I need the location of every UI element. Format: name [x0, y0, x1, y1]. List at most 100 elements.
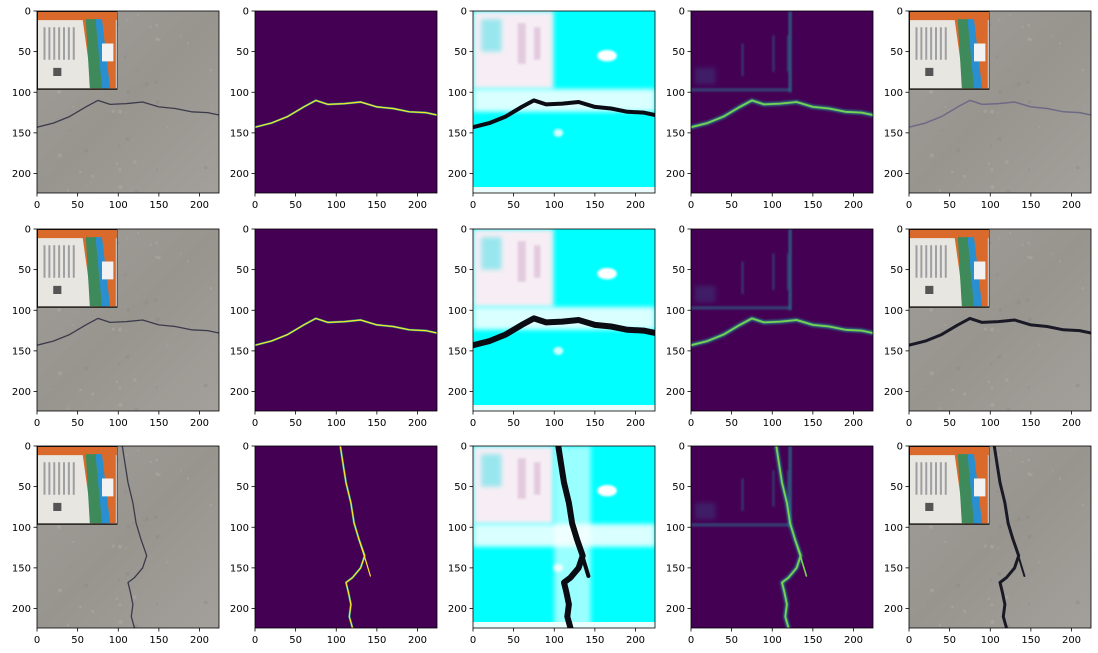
panel-r3-c3-cyan-heatmap-image — [473, 446, 655, 628]
panel-r1-c5-overlay-photo-ytick-label: 0 — [897, 7, 903, 18]
panel-r2-c1-input-photo-ytick-label: 0 — [25, 225, 31, 236]
panel-r2-c1-input-photo-xtick-label: 0 — [34, 418, 40, 429]
panel-r1-c3-cyan-heatmap-xtick-label: 150 — [585, 200, 604, 211]
panel-r2-c2-ground-truth-mask-ytick-label: 50 — [236, 265, 249, 276]
panel-r2-c2-ground-truth-mask-xtick-label: 100 — [327, 418, 346, 429]
panel-r1-c2-ground-truth-mask-ytick-label: 200 — [230, 169, 249, 180]
panel-r3-c3-cyan-heatmap-xtick-label: 150 — [585, 635, 604, 646]
panel-r1-c2-ground-truth-mask-xtick-label: 50 — [289, 200, 302, 211]
panel-r1-c1-input-photo-ytick-label: 200 — [12, 169, 31, 180]
panel-r3-c2-ground-truth-mask-ytick-label: 100 — [230, 523, 249, 534]
panel-r3-c2-ground-truth-mask-ytick-label: 200 — [230, 604, 249, 615]
panel-r2-c1-input-photo-image — [37, 229, 219, 411]
panel-r3-c5-overlay-photo-image — [909, 446, 1091, 628]
panel-r2-c2-ground-truth-mask-xtick-label: 150 — [367, 418, 386, 429]
panel-r2-c4-viridis-heatmap-xtick-label: 0 — [688, 418, 694, 429]
panel-r1-c1-input-photo-ytick-label: 50 — [18, 47, 31, 58]
panel-r1-c3-cyan-heatmap-ytick-label: 50 — [454, 47, 467, 58]
panel-r3-c5-overlay-photo-crack — [992, 446, 1021, 628]
panel-r3-c1-input-photo-crack — [121, 446, 148, 628]
panel-r2-c1-input-photo-crack — [37, 317, 219, 346]
panel-r3-c4-viridis-heatmap-ytick-label: 100 — [666, 523, 685, 534]
panel-r1-c2-ground-truth-mask-xtick-label: 200 — [408, 200, 427, 211]
panel-r2-c5-overlay-photo-frame — [908, 228, 1092, 412]
panel-r3-c1-input-photo-ytick-label: 0 — [25, 442, 31, 453]
panel-r1-c5-overlay-photo-xtick-label: 0 — [906, 200, 912, 211]
panel-r2-c5-overlay-photo-cement-bag — [909, 229, 990, 308]
panel-r1-c3-cyan-heatmap-ytick-label: 0 — [461, 7, 467, 18]
panel-r3-c5-overlay-photo-ytick-label: 0 — [897, 442, 903, 453]
panel-r2-c2-ground-truth-mask-ytick-label: 0 — [243, 225, 249, 236]
panel-r2-c1-input-photo-ytick-label: 50 — [18, 265, 31, 276]
panel-r3-c1-input-photo: 0 50 100 150 200 0 50 100 150 200 — [12, 442, 220, 646]
panel-r2-c1-input-photo: 0 50 100 150 200 0 50 100 150 200 — [12, 225, 220, 429]
panel-r1-c5-overlay-photo-image — [909, 11, 1091, 193]
panel-r3-c3-cyan-heatmap-ytick-label: 100 — [448, 523, 467, 534]
panel-r2-c4-viridis-heatmap-xtick-label: 150 — [803, 418, 822, 429]
panel-r3-c1-input-photo-image — [37, 446, 219, 628]
panel-r1-c4-viridis-heatmap-xtick-label: 100 — [763, 200, 782, 211]
panel-r2-c2-ground-truth-mask-xtick-label: 200 — [408, 418, 427, 429]
panel-r2-c4-viridis-heatmap-ytick-label: 100 — [666, 306, 685, 317]
panel-r2-c4-viridis-heatmap-frame — [690, 228, 874, 412]
panel-r2-c2-ground-truth-mask-xtick-label: 0 — [252, 418, 258, 429]
panel-r3-c4-viridis-heatmap: 0 50 100 150 200 0 50 100 150 200 — [666, 442, 874, 646]
panel-r1-c1-input-photo-image — [37, 11, 219, 193]
panel-r1-c4-viridis-heatmap-xtick-label: 150 — [803, 200, 822, 211]
panel-r2-c3-cyan-heatmap-ytick-label: 200 — [448, 387, 467, 398]
panel-r1-c1-input-photo-ytick-label: 100 — [12, 88, 31, 99]
panel-r1-c5-overlay-photo-xtick-label: 100 — [981, 200, 1000, 211]
panel-r3-c3-cyan-heatmap-xtick-label: 0 — [470, 635, 476, 646]
panel-r1-c5-overlay-photo-xtick-label: 150 — [1021, 200, 1040, 211]
panel-r1-c5-overlay-photo-frame — [908, 10, 1092, 194]
panel-r2-c5-overlay-photo-crack — [909, 316, 1091, 347]
panel-r1-c1-input-photo-ytick-label: 150 — [12, 128, 31, 139]
panel-r1-c1-input-photo-xtick-label: 50 — [71, 200, 84, 211]
panel-r3-c1-input-photo-ytick-label: 50 — [18, 482, 31, 493]
panel-r2-c2-ground-truth-mask-ytick-label: 200 — [230, 387, 249, 398]
panel-r3-c1-input-photo-xtick-label: 50 — [71, 635, 84, 646]
panel-r2-c2-ground-truth-mask-ytick-label: 150 — [230, 346, 249, 357]
panel-r2-c3-cyan-heatmap-xtick-label: 100 — [545, 418, 564, 429]
panel-r1-c2-ground-truth-mask-ytick-label: 150 — [230, 128, 249, 139]
panel-r3-c5-overlay-photo: 0 50 100 150 200 0 50 100 150 200 — [884, 442, 1092, 646]
panel-r3-c5-overlay-photo-xtick-label: 200 — [1062, 635, 1081, 646]
panel-r1-c2-ground-truth-mask-crack-core — [255, 99, 437, 128]
panel-r1-c1-input-photo-xtick-label: 150 — [149, 200, 168, 211]
panel-r3-c2-ground-truth-mask-crack-core — [339, 446, 366, 628]
panel-r3-c5-overlay-photo-crack-branch-0 — [1012, 538, 1026, 577]
panel-r2-c4-viridis-heatmap: 0 50 100 150 200 0 50 100 150 200 — [666, 225, 874, 429]
panel-r2-c4-viridis-heatmap-ytick-label: 200 — [666, 387, 685, 398]
panel-r3-c5-overlay-photo-ytick-label: 50 — [890, 482, 903, 493]
panel-r1-c2-ground-truth-mask-ytick-label: 100 — [230, 88, 249, 99]
panel-r2-c5-overlay-photo-ytick-label: 150 — [884, 346, 903, 357]
panel-r1-c3-cyan-heatmap: 0 50 100 150 200 0 50 100 150 200 — [448, 7, 656, 211]
panel-r2-c4-viridis-heatmap-xtick-label: 200 — [844, 418, 863, 429]
panel-r3-c2-ground-truth-mask-ytick-label: 150 — [230, 563, 249, 574]
panel-r1-c3-cyan-heatmap-ytick-label: 150 — [448, 128, 467, 139]
panel-r3-c4-viridis-heatmap-image — [691, 446, 873, 628]
panel-r1-c1-input-photo-xtick-label: 200 — [190, 200, 209, 211]
panel-r3-c4-viridis-heatmap-xtick-label: 50 — [725, 635, 738, 646]
panel-r1-c4-viridis-heatmap-crack — [691, 99, 873, 129]
panel-r3-c5-overlay-photo-ytick-label: 150 — [884, 563, 903, 574]
panel-r2-c2-ground-truth-mask-image — [255, 229, 437, 411]
panel-r1-c2-ground-truth-mask-background — [255, 11, 437, 193]
panel-r1-c5-overlay-photo-ytick-label: 100 — [884, 88, 903, 99]
panel-r2-c3-cyan-heatmap-image — [473, 229, 655, 411]
panel-r2-c2-ground-truth-mask-xtick-label: 50 — [289, 418, 302, 429]
panel-r1-c1-input-photo-ytick-label: 0 — [25, 7, 31, 18]
panel-r2-c5-overlay-photo-xtick-label: 0 — [906, 418, 912, 429]
panel-r3-c1-input-photo-xtick-label: 200 — [190, 635, 209, 646]
panel-r3-c2-ground-truth-mask-crack-branch-0 — [358, 538, 371, 577]
panel-r2-c4-viridis-heatmap-ytick-label: 50 — [672, 265, 685, 276]
panel-r1-c2-ground-truth-mask-xtick-label: 100 — [327, 200, 346, 211]
panel-r2-c3-cyan-heatmap-ytick-label: 50 — [454, 265, 467, 276]
panel-r3-c2-ground-truth-mask-xtick-label: 100 — [327, 635, 346, 646]
panel-r2-c3-cyan-heatmap: 0 50 100 150 200 0 50 100 150 200 — [448, 225, 656, 429]
panel-r2-c3-cyan-heatmap-ytick-label: 0 — [461, 225, 467, 236]
panel-r2-c1-input-photo-xtick-label: 200 — [190, 418, 209, 429]
panel-r1-c4-viridis-heatmap-ytick-label: 0 — [679, 7, 685, 18]
panel-r1-c2-ground-truth-mask-ytick-label: 0 — [243, 7, 249, 18]
panel-r3-c5-overlay-photo-ytick-label: 100 — [884, 523, 903, 534]
